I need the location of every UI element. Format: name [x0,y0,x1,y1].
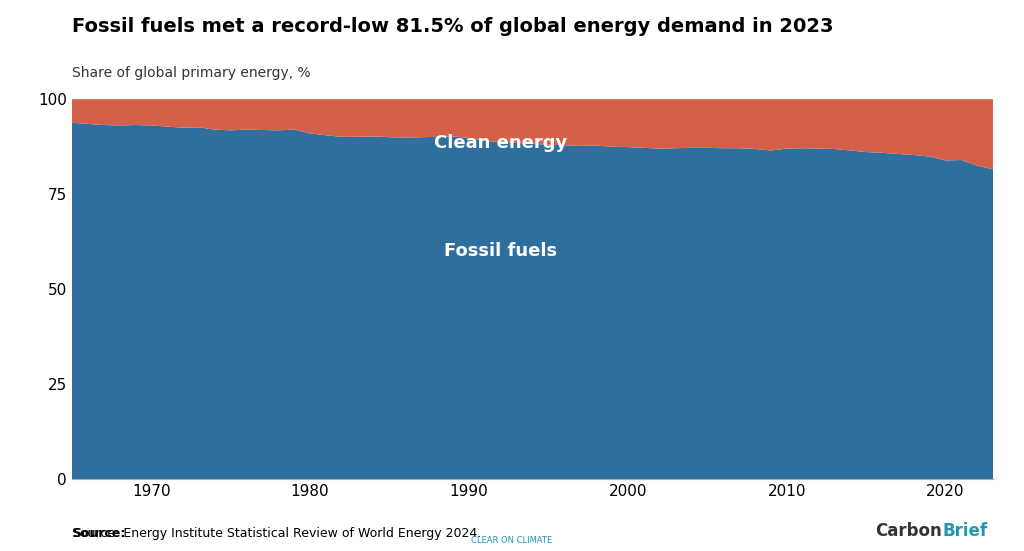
Text: Fossil fuels met a record-low 81.5% of global energy demand in 2023: Fossil fuels met a record-low 81.5% of g… [72,17,834,35]
Text: CLEAR ON CLIMATE: CLEAR ON CLIMATE [471,537,553,545]
Text: Fossil fuels: Fossil fuels [444,242,557,260]
Text: Share of global primary energy, %: Share of global primary energy, % [72,66,310,80]
Text: Carbon: Carbon [876,522,942,540]
Text: Source:: Source: [72,527,125,540]
Text: Clean energy: Clean energy [434,134,567,152]
Text: Brief: Brief [942,522,987,540]
Text: Source: Energy Institute Statistical Review of World Energy 2024.: Source: Energy Institute Statistical Rev… [72,527,481,540]
